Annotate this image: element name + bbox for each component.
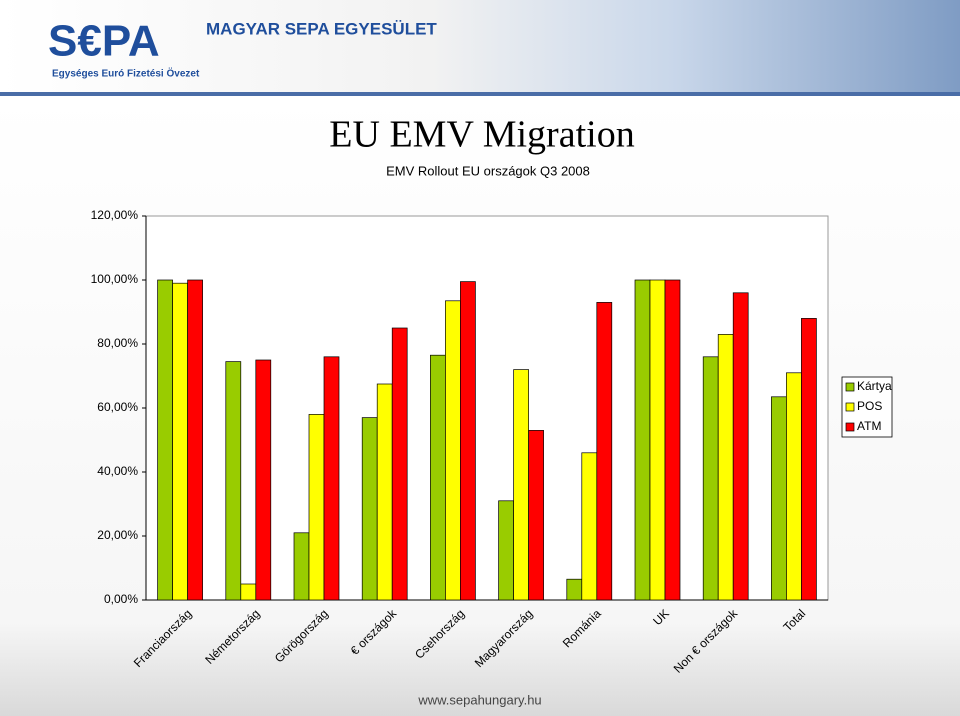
- legend-label: ATM: [857, 419, 881, 433]
- footer: www.sepahungary.hu: [417, 692, 541, 707]
- legend-label: POS: [857, 399, 882, 413]
- bar: [255, 359, 272, 601]
- bar: [702, 356, 719, 601]
- bar: [498, 500, 514, 601]
- bar: [801, 318, 817, 601]
- bar: [732, 292, 749, 601]
- bar: [240, 583, 257, 601]
- legend-swatch: [845, 402, 855, 412]
- bar: [172, 282, 188, 601]
- bar: [786, 372, 802, 601]
- y-tick-label: 80,00%: [97, 336, 138, 350]
- logo: S€PA: [48, 17, 160, 66]
- bar: [376, 383, 393, 601]
- bar: [460, 281, 476, 601]
- tagline: Egységes Euró Fizetési Övezet: [52, 67, 200, 80]
- y-tick-label: 60,00%: [97, 400, 138, 414]
- bar: [293, 532, 310, 601]
- bar: [528, 430, 544, 601]
- y-tick-label: 100,00%: [91, 272, 139, 286]
- y-tick-label: 40,00%: [97, 464, 138, 478]
- bar: [634, 279, 651, 601]
- chart-title: EU EMV Migration: [329, 114, 634, 156]
- bar: [225, 361, 242, 601]
- bar: [596, 302, 613, 601]
- organization: MAGYAR SEPA EGYESÜLET: [206, 19, 437, 38]
- bar: [157, 279, 173, 601]
- bar: [430, 354, 446, 601]
- y-tick-label: 20,00%: [97, 528, 138, 542]
- legend-swatch: [845, 422, 855, 432]
- header-banner: [0, 0, 960, 95]
- legend-swatch: [845, 382, 855, 392]
- bar: [566, 578, 583, 601]
- bar: [649, 279, 666, 601]
- bar: [664, 279, 681, 601]
- legend-label: Kártya: [857, 379, 892, 393]
- bar: [391, 327, 408, 601]
- bar: [513, 369, 529, 601]
- bar: [581, 452, 598, 601]
- header-rule: [0, 92, 960, 96]
- y-tick-label: 0,00%: [104, 592, 138, 606]
- bar: [323, 356, 340, 601]
- bar: [187, 279, 203, 601]
- bar: [361, 417, 378, 601]
- bar: [445, 300, 461, 601]
- y-tick-label: 120,00%: [91, 208, 139, 222]
- bar: [308, 414, 325, 601]
- bar: [771, 396, 787, 601]
- chart-subtitle: EMV Rollout EU országok Q3 2008: [386, 163, 590, 178]
- bar: [717, 334, 734, 601]
